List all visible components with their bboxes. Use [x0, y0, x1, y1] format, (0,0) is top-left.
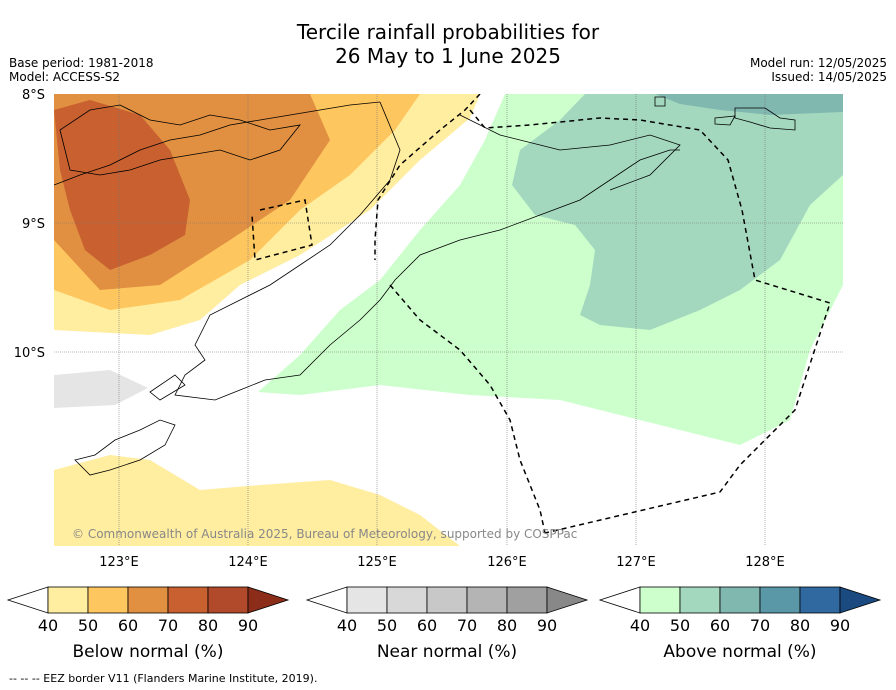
rote-island — [149, 374, 186, 401]
timor-coast-north — [54, 101, 381, 186]
lat-label-8s: 8°S — [22, 88, 45, 103]
base-period: Base period: 1981-2018 — [9, 56, 154, 70]
legend-below-tick-label: 90 — [238, 616, 258, 635]
near-normal-40-region — [54, 370, 148, 408]
legend-above-swatch — [799, 586, 841, 614]
island-cluster-north — [59, 104, 301, 176]
legend-below-tick-label: 40 — [38, 616, 58, 635]
model-name: Model: ACCESS-S2 — [9, 70, 121, 84]
legend-above-swatch — [719, 586, 761, 614]
legend-near-tick-label: 90 — [537, 616, 557, 635]
title-line-1: Tercile rainfall probabilities for — [296, 20, 600, 44]
eez-footer-note: -- -- -- EEZ border V11 (Flanders Marine… — [9, 672, 318, 685]
legend-below-swatch — [127, 586, 169, 614]
lon-label-126e: 126°E — [487, 555, 527, 570]
legend-below-high-extend — [247, 586, 290, 614]
legend-above-tick-label: 80 — [790, 616, 810, 635]
legend-below-tick-label: 80 — [198, 616, 218, 635]
legend-below-swatch — [207, 586, 249, 614]
legend-above-tick-label: 40 — [630, 616, 650, 635]
legend-below-swatch — [87, 586, 129, 614]
legend-near-tick-label: 50 — [377, 616, 397, 635]
map-area: © Commonwealth of Australia 2025, Bureau… — [54, 94, 843, 546]
meta-left: Base period: 1981-2018 Model: ACCESS-S2 — [9, 56, 154, 84]
legend-above-swatch — [679, 586, 721, 614]
lat-label-9s: 9°S — [22, 217, 45, 232]
legend-below-tick-label: 50 — [78, 616, 98, 635]
legend-above-low-extend — [598, 586, 641, 614]
legend-above-tick-label: 50 — [670, 616, 690, 635]
below-normal-70-region — [54, 100, 190, 270]
timor-coast-south — [174, 101, 680, 401]
legend-near-high-extend — [546, 586, 589, 614]
legend-above-swatch — [759, 586, 801, 614]
wetar-coast — [654, 96, 796, 131]
meta-right: Model run: 12/05/2025 Issued: 14/05/2025 — [750, 56, 887, 84]
model-run: Model run: 12/05/2025 — [749, 56, 887, 70]
legend-above-tick-label: 90 — [830, 616, 850, 635]
legend-near-swatch — [426, 586, 468, 614]
legend-near-normal: 40 50 60 70 80 90 Near normal (%) — [305, 586, 589, 662]
timor-coast-east — [459, 114, 681, 191]
legend-below-low-extend — [6, 586, 49, 614]
lon-label-128e: 128°E — [745, 555, 785, 570]
copyright-notice: © Commonwealth of Australia 2025, Bureau… — [72, 527, 577, 541]
title-line-2: 26 May to 1 June 2025 — [335, 44, 561, 68]
gridlines — [54, 94, 843, 546]
legend-below-tick-label: 70 — [158, 616, 178, 635]
above-normal-50-region — [512, 94, 843, 330]
legend-near-tick-label: 40 — [337, 616, 357, 635]
legend-near-low-extend — [305, 586, 348, 614]
above-normal-60-region — [655, 94, 843, 115]
legend-below-tick-label: 60 — [118, 616, 138, 635]
lon-label-123e: 123°E — [99, 555, 139, 570]
legend-near-tick-label: 60 — [417, 616, 437, 635]
legend-near-title: Near normal (%) — [377, 642, 517, 662]
legend-below-swatch — [47, 586, 89, 614]
eez-border — [251, 94, 831, 534]
below-normal-40-region-south — [54, 455, 460, 546]
legend-above-high-extend — [839, 586, 882, 614]
legend-below-swatch — [167, 586, 209, 614]
legend-below-normal: 40 50 60 70 80 90 Below normal (%) — [6, 586, 290, 662]
legend-above-title: Above normal (%) — [663, 642, 816, 662]
legend-near-swatch — [466, 586, 508, 614]
legend-below-title: Below normal (%) — [73, 642, 224, 662]
legend-above-tick-label: 60 — [710, 616, 730, 635]
legend-near-swatch — [386, 586, 428, 614]
legend-near-swatch — [346, 586, 388, 614]
legend-near-tick-label: 70 — [457, 616, 477, 635]
lon-label-127e: 127°E — [616, 555, 656, 570]
legend-near-swatch — [506, 586, 548, 614]
sumba-east-coast — [74, 419, 176, 476]
lon-label-125e: 125°E — [357, 555, 397, 570]
legend-above-normal: 40 50 60 70 80 90 Above normal (%) — [598, 586, 882, 662]
lon-label-124e: 124°E — [228, 555, 268, 570]
legend-above-swatch — [639, 586, 681, 614]
map-title: Tercile rainfall probabilities for 26 Ma… — [0, 20, 896, 68]
legend-above-tick-label: 70 — [750, 616, 770, 635]
coastlines — [54, 96, 796, 476]
legend-near-tick-label: 80 — [497, 616, 517, 635]
lat-label-10s: 10°S — [14, 346, 45, 361]
issued-date: Issued: 14/05/2025 — [771, 70, 887, 84]
